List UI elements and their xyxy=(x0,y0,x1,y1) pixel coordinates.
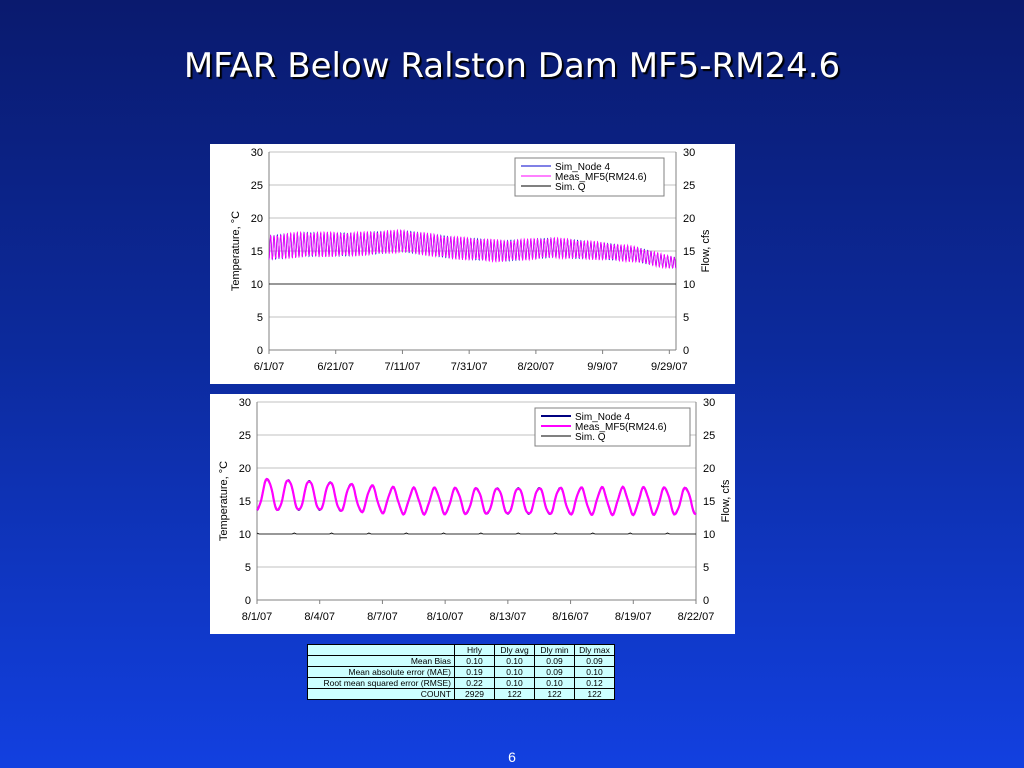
chart-june-september-svg: 0 0 5 5 10 10 15 15 20 20 25 25 30 30 6/1/07 6/21/07 7/1… xyxy=(230,147,712,373)
y2-tick-label: 10 xyxy=(703,529,715,541)
table-row: Mean absolute error (MAE) 0.19 0.10 0.09… xyxy=(307,666,615,678)
error-statistics-table: Hrly Dly avg Dly min Dly max Mean Bias 0… xyxy=(307,644,615,700)
table-cell: 0.09 xyxy=(574,655,615,667)
y-tick-label: 30 xyxy=(251,147,263,159)
y-tick-label: 30 xyxy=(239,397,251,409)
y-tick-label: 20 xyxy=(239,463,251,475)
table-cell: 122 xyxy=(494,688,535,700)
table-cell: 0.10 xyxy=(454,655,495,667)
y-tick-label: 5 xyxy=(257,312,263,324)
x-tick-label: 6/21/07 xyxy=(317,361,354,373)
chart-august: 0 0 5 5 10 10 15 15 20 20 25 25 30 30 8/1/07 8/4/07 8/7/… xyxy=(210,394,735,634)
table-header-cell xyxy=(307,644,455,656)
legend-label: Sim_Node 4 xyxy=(575,412,630,423)
x-tick-label: 8/7/07 xyxy=(367,611,398,623)
table-row: Mean Bias 0.10 0.10 0.09 0.09 xyxy=(307,655,615,667)
y2-tick-label: 5 xyxy=(703,562,709,574)
table-header-cell: Dly max xyxy=(574,644,615,656)
table-row: COUNT 2929 122 122 122 xyxy=(307,688,615,700)
series-line xyxy=(256,532,696,535)
table-row-label: COUNT xyxy=(307,688,455,700)
x-tick-label: 9/29/07 xyxy=(651,361,688,373)
x-tick-label: 6/1/07 xyxy=(254,361,285,373)
legend-box xyxy=(514,157,665,197)
chart-august-svg: 0 0 5 5 10 10 15 15 20 20 25 25 30 30 8/1/07 8/4/07 8/7/… xyxy=(218,397,732,623)
table-cell: 0.10 xyxy=(574,666,615,678)
legend-label: Meas_MF5(RM24.6) xyxy=(575,422,667,433)
x-tick-label: 8/20/07 xyxy=(518,361,555,373)
table-header-cell: Dly min xyxy=(534,644,575,656)
table-cell: 0.19 xyxy=(454,666,495,678)
y-tick-label: 25 xyxy=(239,430,251,442)
y2-axis-title: Flow, cfs xyxy=(700,229,712,272)
y2-tick-label: 20 xyxy=(683,213,695,225)
x-tick-label: 8/1/07 xyxy=(242,611,273,623)
table-cell: 0.12 xyxy=(574,677,615,689)
y-tick-label: 25 xyxy=(251,180,263,192)
table-cell: 0.22 xyxy=(454,677,495,689)
table-cell: 2929 xyxy=(454,688,495,700)
series-line xyxy=(268,228,677,270)
x-tick-label: 8/22/07 xyxy=(678,611,715,623)
chart-june-september: 0 0 5 5 10 10 15 15 20 20 25 25 30 30 6/1/07 6/21/07 7/1… xyxy=(210,144,735,384)
y2-tick-label: 15 xyxy=(683,246,695,258)
y-tick-label: 15 xyxy=(251,246,263,258)
table-row-label: Root mean squared error (RMSE) xyxy=(307,677,455,689)
legend-label: Sim. Q xyxy=(575,432,606,443)
legend-label: Sim. Q xyxy=(555,182,586,193)
y-axis-title: Temperature, °C xyxy=(218,461,230,541)
table-header-cell: Hrly xyxy=(454,644,495,656)
slide-title: MFAR Below Ralston Dam MF5-RM24.6 xyxy=(183,46,841,86)
y-tick-label: 20 xyxy=(251,213,263,225)
y2-tick-label: 25 xyxy=(703,430,715,442)
y2-tick-label: 10 xyxy=(683,279,695,291)
x-tick-label: 9/9/07 xyxy=(587,361,618,373)
y-axis-title: Temperature, °C xyxy=(230,211,242,291)
y-tick-label: 5 xyxy=(245,562,251,574)
legend-label: Sim_Node 4 xyxy=(555,162,610,173)
y2-tick-label: 15 xyxy=(703,496,715,508)
y2-tick-label: 5 xyxy=(683,312,689,324)
x-tick-label: 8/13/07 xyxy=(490,611,527,623)
table-cell: 122 xyxy=(534,688,575,700)
table-cell: 0.10 xyxy=(494,677,535,689)
y2-tick-label: 0 xyxy=(703,595,709,607)
y2-axis-title: Flow, cfs xyxy=(720,479,732,522)
y-tick-label: 0 xyxy=(245,595,251,607)
x-tick-label: 8/16/07 xyxy=(552,611,589,623)
y-tick-label: 10 xyxy=(239,529,251,541)
table-cell: 0.09 xyxy=(534,655,575,667)
table-row-label: Mean absolute error (MAE) xyxy=(307,666,455,678)
y-tick-label: 15 xyxy=(239,496,251,508)
x-tick-label: 8/4/07 xyxy=(304,611,335,623)
table-cell: 122 xyxy=(574,688,615,700)
y-tick-label: 10 xyxy=(251,279,263,291)
table-header-cell: Dly avg xyxy=(494,644,535,656)
table-header-row: Hrly Dly avg Dly min Dly max xyxy=(307,644,615,656)
y2-tick-label: 0 xyxy=(683,345,689,357)
y2-tick-label: 25 xyxy=(683,180,695,192)
x-tick-label: 7/31/07 xyxy=(451,361,488,373)
series-line xyxy=(256,477,697,517)
table-row: Root mean squared error (RMSE) 0.22 0.10… xyxy=(307,677,615,689)
y2-tick-label: 30 xyxy=(703,397,715,409)
page-number: 6 xyxy=(508,749,516,765)
x-tick-label: 7/11/07 xyxy=(384,361,420,373)
x-tick-label: 8/10/07 xyxy=(427,611,464,623)
table-row-label: Mean Bias xyxy=(307,655,455,667)
y2-tick-label: 20 xyxy=(703,463,715,475)
x-tick-label: 8/19/07 xyxy=(615,611,652,623)
legend-label: Meas_MF5(RM24.6) xyxy=(555,172,647,183)
table-cell: 0.10 xyxy=(494,666,535,678)
table-cell: 0.10 xyxy=(494,655,535,667)
y-tick-label: 0 xyxy=(257,345,263,357)
table-cell: 0.10 xyxy=(534,677,575,689)
y2-tick-label: 30 xyxy=(683,147,695,159)
table-cell: 0.09 xyxy=(534,666,575,678)
